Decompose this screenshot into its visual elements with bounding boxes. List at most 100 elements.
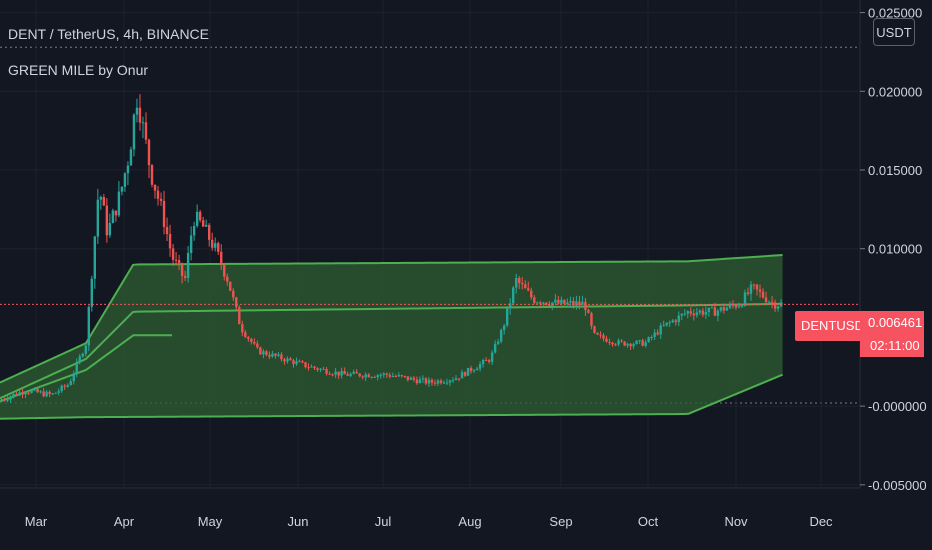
candle-body — [367, 374, 370, 378]
candle-body — [150, 165, 154, 185]
candle-body — [743, 292, 747, 306]
candle-body — [674, 320, 677, 323]
candle-body — [168, 233, 172, 249]
candle-body — [406, 376, 410, 380]
candle-body — [186, 252, 190, 278]
candle-body — [554, 299, 557, 303]
candle-body — [18, 392, 21, 396]
candle-body — [361, 376, 364, 378]
candle-body — [512, 287, 515, 304]
candle-body — [24, 392, 27, 395]
candle-body — [689, 311, 692, 314]
candle-body — [596, 332, 599, 335]
candle-body — [662, 325, 665, 327]
candle-body — [292, 360, 295, 365]
candle-body — [602, 335, 605, 339]
candle-body — [677, 315, 680, 323]
candle-body — [162, 200, 166, 227]
candle-body — [448, 380, 452, 383]
candle-body — [93, 236, 97, 279]
candle-body — [584, 301, 587, 311]
x-tick-label: Aug — [458, 514, 481, 529]
candle-body — [629, 343, 632, 347]
candle-body — [707, 307, 711, 312]
chart-title: DENT / TetherUS, 4h, BINANCE — [8, 26, 209, 42]
candle-body — [42, 391, 45, 397]
countdown-badge: 02:11:00 — [860, 335, 924, 357]
candle-body — [129, 149, 133, 166]
candle-body — [84, 345, 87, 354]
candle-body — [6, 399, 9, 401]
candle-body — [632, 344, 635, 347]
candle-body — [286, 358, 289, 362]
candle-body — [262, 351, 265, 355]
candle-body — [250, 338, 253, 342]
candle-body — [469, 367, 473, 372]
candle-body — [680, 313, 683, 316]
candle-body — [370, 376, 373, 378]
candle-body — [611, 342, 614, 345]
candle-body — [304, 362, 307, 368]
candle-body — [253, 341, 256, 344]
candle-body — [701, 310, 705, 315]
candle-body — [355, 371, 358, 374]
candle-body — [111, 210, 115, 223]
y-tick-label: 0.015000 — [868, 163, 922, 178]
candle-body — [177, 260, 181, 264]
candle-body — [740, 305, 744, 307]
currency-button[interactable]: USDT — [873, 18, 915, 46]
candle-body — [388, 374, 391, 377]
candle-body — [220, 251, 223, 266]
candle-body — [548, 304, 551, 307]
candle-body — [587, 310, 590, 314]
candle-body — [451, 379, 455, 381]
candle-body — [12, 393, 15, 397]
candle-body — [310, 366, 313, 368]
candle-body — [265, 351, 268, 356]
candle-body — [590, 313, 593, 327]
y-axis: 0.025000 0.020000 0.015000 0.010000 -0.00000… — [860, 6, 927, 493]
candle-body — [331, 374, 334, 376]
y-tick-label: 0.025000 — [868, 6, 922, 21]
candle-body — [223, 265, 226, 277]
candle-body — [542, 302, 545, 304]
candle-body — [66, 385, 69, 387]
candle-body — [271, 353, 274, 357]
candle-body — [343, 371, 346, 375]
candle-body — [563, 299, 566, 304]
last-price-badge: 0.006461 — [860, 311, 924, 335]
candle-body — [626, 343, 629, 346]
candle-body — [289, 358, 292, 361]
candle-body — [692, 313, 696, 316]
candle-body — [283, 359, 286, 362]
candle-body — [232, 290, 235, 298]
candle-body — [397, 375, 401, 377]
band-upper-line — [0, 254, 783, 384]
candle-body — [0, 399, 3, 401]
candle-body — [665, 322, 668, 326]
candle-body — [536, 302, 539, 304]
candle-body — [337, 371, 340, 376]
candle-body — [746, 292, 750, 294]
candle-body — [605, 338, 608, 342]
candle-body — [214, 243, 217, 248]
candle-body — [614, 344, 617, 346]
candle-body — [244, 332, 247, 337]
candle-body — [641, 340, 644, 346]
candle-body — [466, 367, 470, 376]
candle-body — [668, 322, 671, 324]
candle-body — [96, 199, 100, 237]
candle-body — [719, 307, 723, 311]
candle-body — [99, 197, 103, 200]
candle-body — [560, 299, 563, 304]
candle-body — [545, 302, 548, 305]
x-tick-label: Nov — [724, 514, 748, 529]
candle-body — [385, 373, 388, 375]
candle-body — [533, 297, 536, 303]
candle-body — [195, 211, 199, 226]
y-tick-label: -0.000000 — [868, 399, 927, 414]
candle-body — [572, 300, 575, 306]
candle-body — [325, 368, 328, 374]
indicator-label[interactable]: GREEN MILE by Onur — [8, 62, 149, 78]
